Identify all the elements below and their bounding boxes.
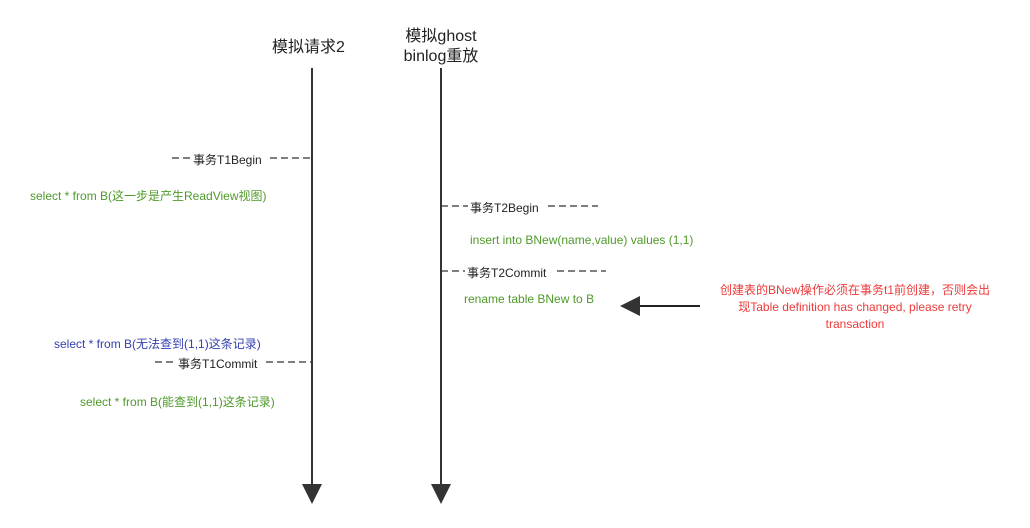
insert-label: insert into BNew(name,value) values (1,1…: [470, 233, 694, 247]
lifeline-title-ghost-line1: 模拟ghost: [405, 28, 477, 45]
lifeline-title-ghost: 模拟ghost binlog重放: [398, 27, 484, 67]
t1-begin-label: 事务T1Begin: [193, 153, 262, 167]
lifeline-title-request2: 模拟请求2: [272, 39, 345, 56]
select-found-label: select * from B(能查到(1,1)这条记录): [80, 395, 275, 409]
warning-note: 创建表的BNew操作必须在事务t1前创建，否则会出 现Table definit…: [700, 282, 1010, 333]
select-not-found-label: select * from B(无法查到(1,1)这条记录): [54, 337, 261, 351]
t1-commit-label: 事务T1Commit: [178, 357, 258, 371]
rename-label: rename table BNew to B: [464, 292, 595, 306]
select-readview-label: select * from B(这一步是产生ReadView视图): [30, 189, 267, 203]
note-line2: 现Table definition has changed, please re…: [738, 300, 972, 314]
t2-commit-label: 事务T2Commit: [467, 266, 547, 280]
note-line1: 创建表的BNew操作必须在事务t1前创建，否则会出: [719, 283, 991, 297]
note-line3: transaction: [825, 317, 885, 331]
lifeline-title-ghost-line2: binlog重放: [403, 48, 479, 65]
t2-begin-label: 事务T2Begin: [470, 201, 539, 215]
